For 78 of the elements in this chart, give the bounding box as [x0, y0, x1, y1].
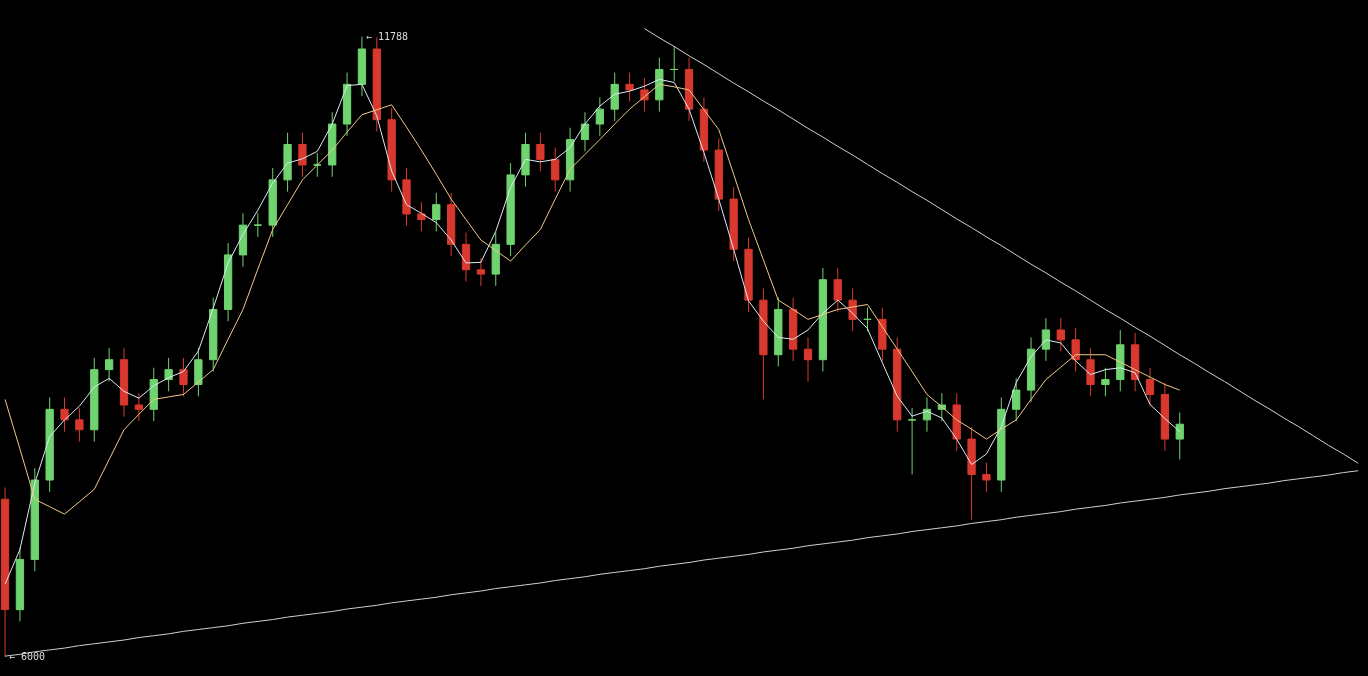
candlestick [75, 407, 84, 443]
candlestick [1175, 411, 1184, 461]
candlestick [818, 267, 828, 372]
candlestick [774, 297, 783, 368]
candlestick [729, 186, 738, 262]
candlestick [967, 426, 976, 521]
candlestick [298, 132, 307, 178]
candlestick [907, 407, 917, 475]
candlestick [1160, 382, 1170, 452]
candlestick [1012, 377, 1021, 422]
candlestick [1116, 329, 1125, 392]
candlestick [90, 357, 99, 443]
candlestick [417, 201, 426, 232]
candlestick [0, 486, 10, 658]
candlestick [30, 467, 39, 572]
candlestick [670, 45, 679, 82]
candlestick [209, 297, 218, 372]
candlestick [1131, 332, 1140, 392]
candlestick [476, 257, 486, 287]
candlestick [134, 392, 144, 422]
candlestick [982, 462, 991, 493]
candlestick [1041, 317, 1051, 362]
candlestick [714, 137, 723, 212]
candlestick [610, 72, 619, 122]
candlestick [15, 547, 25, 622]
candlestick [565, 127, 575, 193]
candlestick [580, 111, 590, 152]
candlestick [119, 347, 129, 418]
candlestick [179, 357, 188, 397]
candlestick [387, 107, 396, 193]
candlestick [372, 36, 381, 132]
candlestick [506, 162, 515, 257]
candlestick [759, 287, 768, 400]
candlestick [744, 237, 753, 313]
candlestick [833, 267, 842, 313]
candlestick [223, 242, 233, 322]
candlestick [491, 232, 500, 287]
candlestick [803, 336, 813, 382]
candlestick [863, 307, 872, 332]
annotation: ← 11788 [366, 31, 409, 42]
candlestick [893, 336, 902, 433]
candlestick [283, 132, 292, 193]
candlestick [402, 167, 411, 227]
candlestick [551, 147, 560, 193]
candlestick [432, 192, 441, 232]
candlestick [922, 397, 932, 433]
candlestick [105, 347, 114, 382]
candlestick [1071, 327, 1080, 372]
candlestick [521, 132, 530, 188]
candlestick [595, 96, 604, 137]
candlestick [655, 57, 664, 113]
candlestick [60, 397, 69, 433]
annotation: ← 6000 [9, 651, 46, 662]
candlestick [699, 96, 709, 163]
candlestick [997, 397, 1006, 493]
candlestick [1145, 367, 1155, 407]
candlestick [342, 72, 352, 137]
candlestick [268, 167, 277, 238]
candlestick [952, 392, 961, 452]
candlestick [238, 212, 248, 268]
candlestick [789, 297, 798, 362]
candlestick [447, 192, 456, 257]
candlestick [1086, 347, 1095, 397]
candlestick [45, 397, 54, 493]
candlestick [328, 111, 337, 178]
candlestick [1056, 317, 1065, 353]
candlestick [194, 347, 203, 397]
candlestick [357, 36, 367, 97]
candlestick [461, 232, 471, 283]
candlestick [253, 212, 262, 238]
candlestick [1101, 367, 1110, 397]
candlestick [1026, 336, 1036, 403]
candlestick [313, 152, 322, 178]
candlestick [164, 357, 173, 392]
candlestick [684, 57, 694, 122]
candlestick [536, 132, 545, 172]
candlestick [625, 72, 634, 103]
candlestick [878, 307, 887, 362]
